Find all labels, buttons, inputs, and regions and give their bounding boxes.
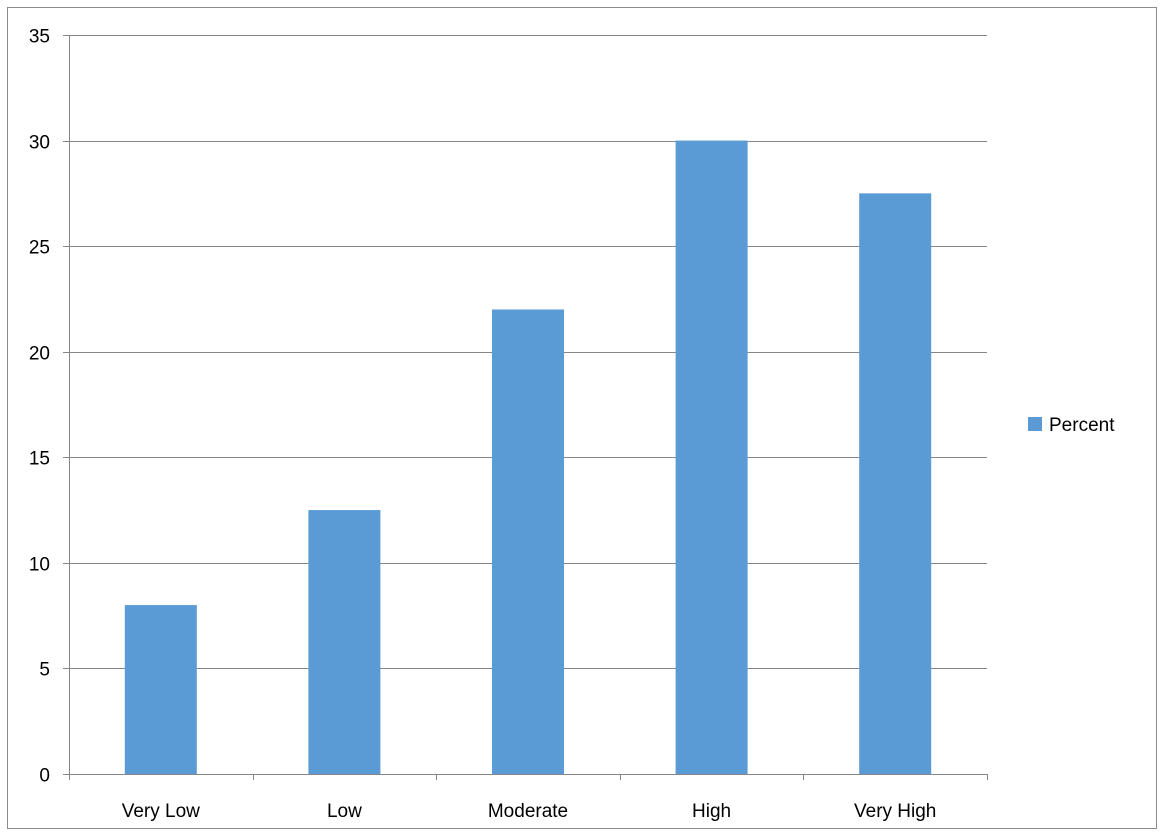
x-tick-label: Very High (854, 801, 936, 822)
chart-frame (7, 7, 1157, 829)
y-tick-label: 35 (29, 27, 50, 48)
bars (124, 140, 932, 775)
axes (69, 35, 988, 780)
y-tick-label: 0 (39, 766, 50, 787)
y-tick-label: 25 (29, 238, 50, 259)
x-tick-label: Very Low (122, 801, 200, 822)
legend: Percent (1028, 415, 1115, 436)
legend-label: Percent (1049, 415, 1115, 436)
x-tick-label: High (692, 801, 731, 822)
bar-very-high (859, 193, 932, 774)
y-tick-label: 20 (29, 344, 50, 365)
y-tick-label: 15 (29, 449, 50, 470)
y-axis-tick-labels: 0 5 10 15 20 25 30 35 (29, 27, 50, 787)
y-tick-label: 30 (29, 133, 50, 154)
x-tick-label: Moderate (488, 801, 568, 822)
x-axis-tick-labels: Very Low Low Moderate High Very High (122, 801, 937, 822)
bar-low (308, 510, 381, 774)
y-tick-label: 5 (39, 660, 50, 681)
legend-swatch (1028, 417, 1042, 431)
bar-high (675, 140, 748, 775)
bar-moderate (492, 309, 564, 774)
y-tick-label: 10 (29, 555, 50, 576)
bar-very-low (124, 605, 197, 774)
x-tick-label: Low (327, 801, 362, 822)
